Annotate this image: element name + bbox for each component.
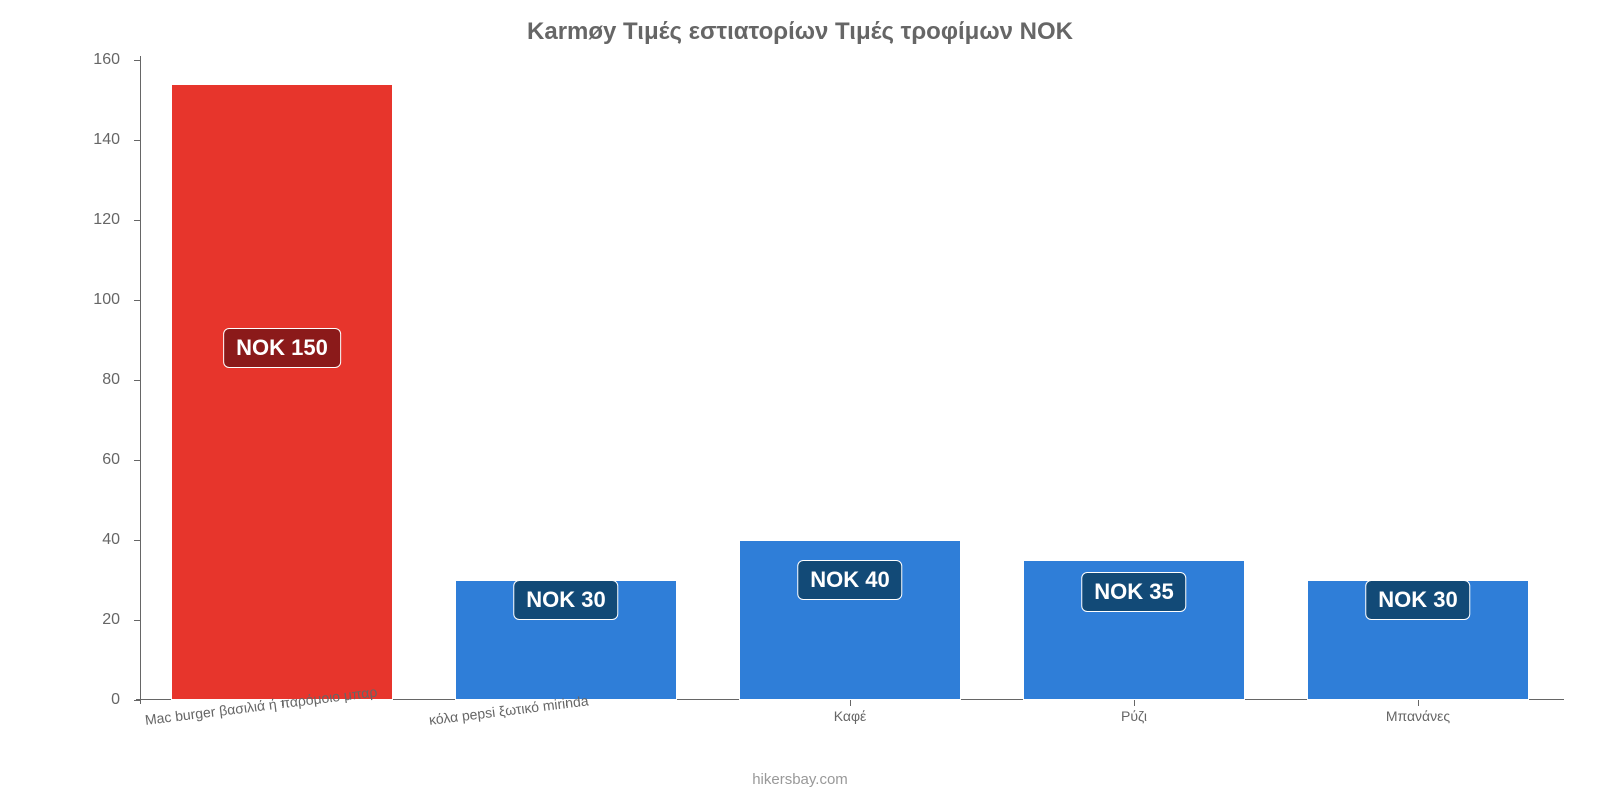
credit-text: hikersbay.com <box>0 771 1600 788</box>
y-tick <box>134 380 140 381</box>
y-tick <box>134 300 140 301</box>
x-tick <box>1134 700 1135 706</box>
x-tick <box>850 700 851 706</box>
value-badge: NOK 30 <box>1365 580 1470 620</box>
x-tick-label: Καφέ <box>708 708 992 724</box>
y-tick <box>134 620 140 621</box>
y-tick-label: 0 <box>111 691 132 709</box>
chart-title: Karmøy Τιμές εστιατορίων Τιμές τροφίμων … <box>0 18 1600 46</box>
y-tick-label: 120 <box>93 211 132 229</box>
y-tick-label: 160 <box>93 51 132 69</box>
y-tick <box>134 460 140 461</box>
x-tick-label: Ρύζι <box>992 708 1276 724</box>
plot-area: 020406080100120140160Mac burger βασιλιά … <box>140 60 1560 700</box>
y-tick-label: 80 <box>102 371 132 389</box>
y-tick-label: 100 <box>93 291 132 309</box>
x-tick-label: Μπανάνες <box>1276 708 1560 724</box>
value-badge: NOK 30 <box>513 580 618 620</box>
y-tick-label: 60 <box>102 451 132 469</box>
y-tick <box>134 700 140 701</box>
y-tick <box>134 60 140 61</box>
y-tick-label: 40 <box>102 531 132 549</box>
value-badge: NOK 35 <box>1081 572 1186 612</box>
bar <box>171 84 393 700</box>
y-axis-line <box>140 56 141 704</box>
y-tick <box>134 540 140 541</box>
y-tick <box>134 220 140 221</box>
x-tick <box>1418 700 1419 706</box>
y-tick <box>134 140 140 141</box>
y-tick-label: 140 <box>93 131 132 149</box>
chart-container: Karmøy Τιμές εστιατορίων Τιμές τροφίμων … <box>0 0 1600 800</box>
value-badge: NOK 150 <box>223 328 341 368</box>
value-badge: NOK 40 <box>797 560 902 600</box>
y-tick-label: 20 <box>102 611 132 629</box>
